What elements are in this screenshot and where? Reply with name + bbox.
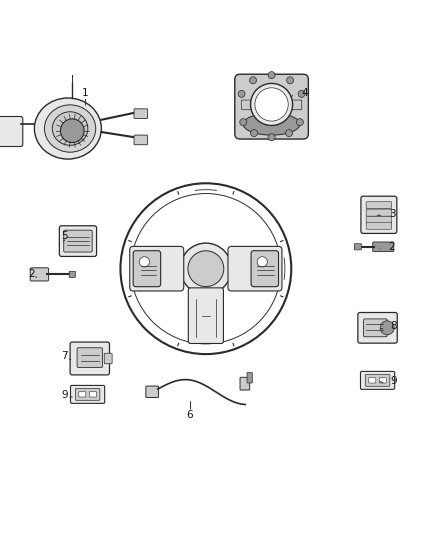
Circle shape xyxy=(286,77,293,84)
Circle shape xyxy=(268,71,275,78)
Circle shape xyxy=(60,119,84,142)
FancyBboxPatch shape xyxy=(70,342,110,375)
FancyBboxPatch shape xyxy=(64,230,92,252)
FancyBboxPatch shape xyxy=(366,222,392,229)
FancyBboxPatch shape xyxy=(104,353,112,364)
FancyBboxPatch shape xyxy=(75,389,100,400)
Circle shape xyxy=(180,243,231,294)
FancyBboxPatch shape xyxy=(188,288,223,343)
FancyBboxPatch shape xyxy=(130,246,184,291)
Text: 8: 8 xyxy=(390,321,397,330)
Circle shape xyxy=(298,91,305,98)
FancyBboxPatch shape xyxy=(379,378,386,383)
FancyBboxPatch shape xyxy=(30,268,49,281)
FancyBboxPatch shape xyxy=(240,377,250,390)
FancyBboxPatch shape xyxy=(59,226,96,256)
FancyBboxPatch shape xyxy=(77,348,102,367)
FancyBboxPatch shape xyxy=(366,209,392,216)
Text: 2: 2 xyxy=(28,269,35,279)
FancyBboxPatch shape xyxy=(361,196,397,233)
Ellipse shape xyxy=(52,112,88,146)
Text: 9: 9 xyxy=(390,376,397,386)
Circle shape xyxy=(297,119,304,126)
FancyBboxPatch shape xyxy=(134,109,148,118)
Circle shape xyxy=(251,130,258,136)
FancyBboxPatch shape xyxy=(0,117,23,147)
FancyBboxPatch shape xyxy=(79,392,86,397)
Circle shape xyxy=(380,321,394,335)
Text: 9: 9 xyxy=(61,390,68,400)
FancyBboxPatch shape xyxy=(89,392,96,397)
Circle shape xyxy=(268,134,275,141)
Circle shape xyxy=(238,91,245,98)
Text: 2: 2 xyxy=(389,242,396,252)
Circle shape xyxy=(188,251,224,287)
FancyBboxPatch shape xyxy=(241,100,254,110)
FancyBboxPatch shape xyxy=(133,251,161,287)
Circle shape xyxy=(240,119,247,126)
FancyBboxPatch shape xyxy=(373,242,394,252)
Ellipse shape xyxy=(243,113,300,135)
FancyBboxPatch shape xyxy=(247,373,252,383)
FancyBboxPatch shape xyxy=(360,372,395,390)
Text: 5: 5 xyxy=(61,231,68,241)
Circle shape xyxy=(131,193,281,344)
Ellipse shape xyxy=(34,98,102,159)
FancyBboxPatch shape xyxy=(369,378,376,383)
FancyBboxPatch shape xyxy=(71,385,105,403)
FancyBboxPatch shape xyxy=(354,244,361,250)
FancyBboxPatch shape xyxy=(146,386,159,398)
Ellipse shape xyxy=(44,105,95,152)
FancyBboxPatch shape xyxy=(366,216,392,223)
FancyBboxPatch shape xyxy=(365,375,390,386)
Circle shape xyxy=(139,257,149,267)
Circle shape xyxy=(255,88,288,121)
Text: 3: 3 xyxy=(389,209,396,219)
Circle shape xyxy=(257,257,267,267)
FancyBboxPatch shape xyxy=(235,74,308,139)
FancyBboxPatch shape xyxy=(69,271,75,278)
Text: 6: 6 xyxy=(186,409,193,419)
FancyBboxPatch shape xyxy=(134,135,148,145)
Circle shape xyxy=(251,84,293,125)
FancyBboxPatch shape xyxy=(364,319,387,337)
FancyBboxPatch shape xyxy=(251,251,279,287)
Text: 4: 4 xyxy=(301,88,308,99)
FancyBboxPatch shape xyxy=(228,246,282,291)
FancyBboxPatch shape xyxy=(358,312,397,343)
Text: 1: 1 xyxy=(82,88,89,99)
Circle shape xyxy=(286,130,293,136)
Circle shape xyxy=(250,77,257,84)
FancyBboxPatch shape xyxy=(366,201,392,209)
Text: 7: 7 xyxy=(61,351,68,361)
FancyBboxPatch shape xyxy=(290,100,302,110)
